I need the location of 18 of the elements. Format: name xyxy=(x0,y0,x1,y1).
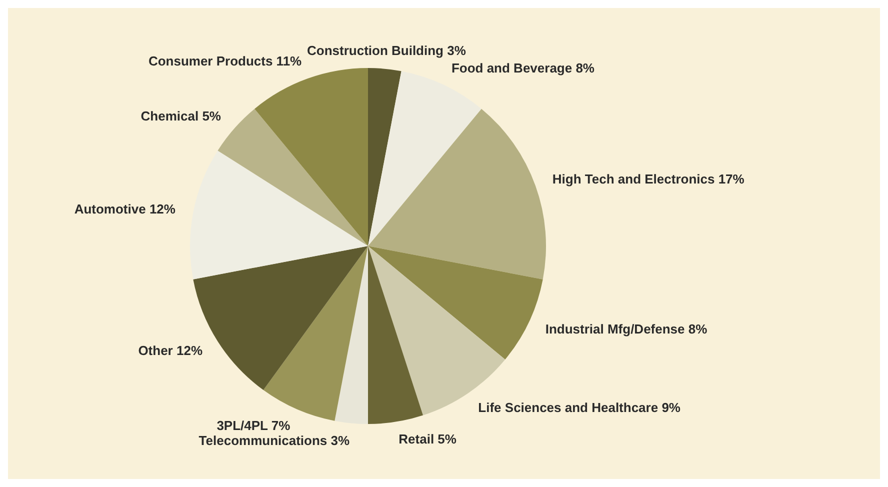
pie-slice xyxy=(334,246,368,424)
slice-label: Other 12% xyxy=(138,343,203,358)
slice-label: Chemical 5% xyxy=(140,108,222,124)
pie-slice xyxy=(368,246,506,416)
slice-label: Construction Building 3% xyxy=(307,42,466,58)
slice-label: Life Sciences and Healthcare 9% xyxy=(478,400,681,416)
slice-label: Industrial Mfg/Defense 8% xyxy=(545,321,708,336)
slice-label: Telecommunications 3% xyxy=(198,433,350,448)
pie-slice xyxy=(254,68,368,246)
slice-label: Automotive 12% xyxy=(74,201,176,216)
pie-slice xyxy=(368,68,402,246)
slice-label: 3PL/4PL 7% xyxy=(216,418,291,433)
slice-label: Consumer Products 11% xyxy=(148,54,302,69)
pie-slice xyxy=(368,246,543,360)
slice-label: Retail 5% xyxy=(398,432,457,447)
pie-slice xyxy=(263,246,368,421)
slice-label: Food and Beverage 8% xyxy=(451,60,595,76)
slice-label: High Tech and Electronics 17% xyxy=(552,172,745,187)
